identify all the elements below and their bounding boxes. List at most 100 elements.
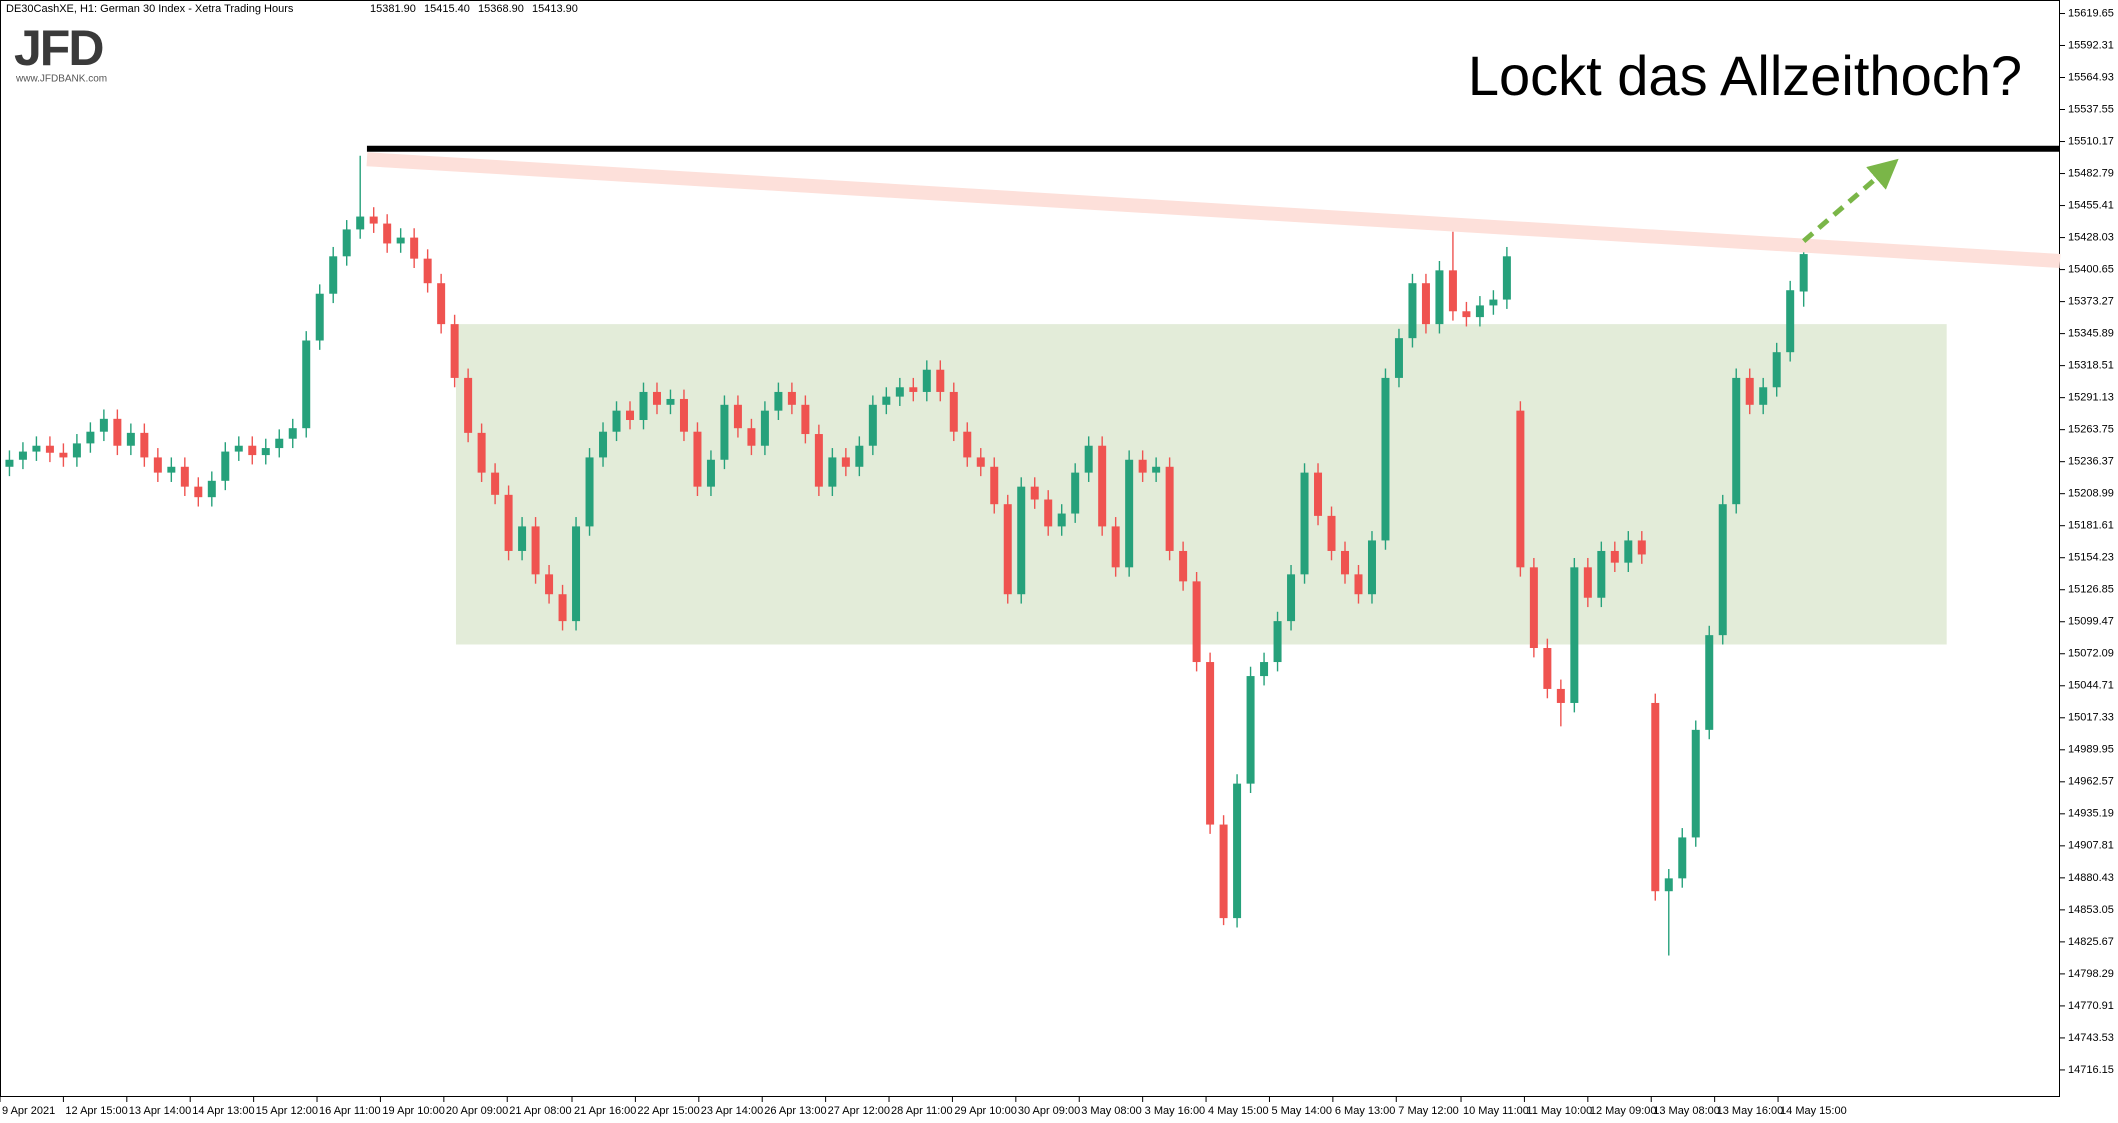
y-tick-label: 15263.75 xyxy=(2068,424,2114,436)
y-tick-label: 15564.93 xyxy=(2068,71,2114,83)
candle-body xyxy=(288,428,297,439)
candle-body xyxy=(1017,486,1026,595)
candle-body xyxy=(113,418,122,446)
y-tick-label: 15126.85 xyxy=(2068,584,2114,596)
plot-frame xyxy=(0,0,2060,1097)
x-tick-label: 29 Apr 10:00 xyxy=(954,1105,1016,1117)
candle-body xyxy=(1759,387,1768,405)
candle-body xyxy=(679,398,688,432)
y-tick-label: 15510.17 xyxy=(2068,135,2114,147)
candle-body xyxy=(1624,540,1633,563)
candle-body xyxy=(733,404,742,429)
x-tick-label: 21 Apr 16:00 xyxy=(574,1105,636,1117)
candle-body xyxy=(639,391,648,421)
candle-body xyxy=(1233,783,1242,919)
y-tick-label: 15482.79 xyxy=(2068,167,2114,179)
candle-body xyxy=(491,472,500,495)
x-tick-label: 11 May 10:00 xyxy=(1526,1105,1592,1117)
candle-body xyxy=(140,432,149,458)
candle-body xyxy=(1678,837,1687,879)
x-tick-label: 19 Apr 10:00 xyxy=(382,1105,444,1117)
candle-body xyxy=(720,404,729,460)
candle-body xyxy=(1165,466,1174,551)
x-tick-label: 6 May 13:00 xyxy=(1335,1105,1396,1117)
y-tick-label: 14825.67 xyxy=(2068,936,2114,948)
candle-body xyxy=(1637,540,1646,555)
candle-body xyxy=(126,432,135,446)
candle-body xyxy=(1152,466,1161,473)
candle-body xyxy=(86,431,95,444)
candle-body xyxy=(1705,635,1714,730)
candle-body xyxy=(315,293,324,341)
y-tick-label: 15345.89 xyxy=(2068,328,2114,340)
y-tick-label: 15044.71 xyxy=(2068,680,2114,692)
y-tick-label: 15373.27 xyxy=(2068,296,2114,308)
candle-body xyxy=(1327,515,1336,551)
candle-body xyxy=(976,457,985,467)
y-tick-label: 14743.53 xyxy=(2068,1032,2114,1044)
x-tick-label: 4 May 15:00 xyxy=(1208,1105,1269,1117)
candle-body xyxy=(1206,662,1215,825)
candle-body xyxy=(194,486,203,498)
annotation-layer xyxy=(366,145,2061,645)
x-tick-label: 14 May 15:00 xyxy=(1780,1105,1847,1117)
candle-body xyxy=(1529,567,1538,649)
candle-body xyxy=(1314,472,1323,516)
candle-body xyxy=(1179,550,1188,582)
x-tick-label: 27 Apr 12:00 xyxy=(828,1105,890,1117)
x-tick-label: 16 Apr 11:00 xyxy=(319,1105,381,1117)
candle-body xyxy=(760,410,769,446)
candle-body xyxy=(1071,472,1080,514)
candle-body xyxy=(1273,621,1282,663)
candle-body xyxy=(841,457,850,467)
candle-body xyxy=(1664,878,1673,892)
candle-body xyxy=(922,369,931,392)
candle-body xyxy=(1341,550,1350,575)
candle-body xyxy=(558,594,567,622)
candle-body xyxy=(1732,377,1741,505)
y-tick-label: 15072.09 xyxy=(2068,648,2114,660)
candle-body xyxy=(1772,352,1781,388)
candle-body xyxy=(1192,581,1201,663)
x-tick-label: 14 Apr 13:00 xyxy=(192,1105,254,1117)
candle-body xyxy=(1219,824,1228,919)
x-tick-label: 5 May 14:00 xyxy=(1271,1105,1332,1117)
candle-body xyxy=(1462,311,1471,318)
ohlc-high: 15415.40 xyxy=(424,3,470,15)
x-tick-label: 26 Apr 13:00 xyxy=(764,1105,826,1117)
y-tick-label: 14907.81 xyxy=(2068,840,2114,852)
candle-body xyxy=(1597,550,1606,598)
candle-body xyxy=(814,434,823,487)
candle-body xyxy=(747,428,756,446)
candle-body xyxy=(1287,574,1296,622)
candle-body xyxy=(612,410,621,432)
y-tick-label: 15592.31 xyxy=(2068,39,2114,51)
candle-body xyxy=(936,369,945,392)
y-tick-label: 15181.61 xyxy=(2068,520,2114,532)
candle-body xyxy=(153,457,162,473)
candle-body xyxy=(342,229,351,257)
candle-body xyxy=(450,324,459,378)
candle-body xyxy=(329,256,338,294)
x-tick-label: 7 May 12:00 xyxy=(1398,1105,1459,1117)
x-tick-label: 13 May 16:00 xyxy=(1717,1105,1784,1117)
candle-body xyxy=(99,418,108,432)
x-tick-label: 15 Apr 12:00 xyxy=(256,1105,318,1117)
candle-body xyxy=(855,445,864,467)
y-tick-label: 15428.03 xyxy=(2068,231,2114,243)
range-box xyxy=(455,324,1947,645)
candle-body xyxy=(1003,504,1012,595)
candle-body xyxy=(1543,648,1552,689)
candle-body xyxy=(909,387,918,392)
chart-title: Lockt das Allzeithoch? xyxy=(1468,44,2022,107)
candle-body xyxy=(275,438,284,449)
axes: 15619.65 15592.31 15564.93 15537.55 15510.17… xyxy=(0,7,2114,1117)
candle-body xyxy=(963,431,972,458)
candle-body xyxy=(1718,504,1727,636)
candle-body xyxy=(1044,499,1053,527)
y-tick-label: 15017.33 xyxy=(2068,712,2114,724)
candle-body xyxy=(626,410,635,421)
candle-body xyxy=(1435,270,1444,325)
